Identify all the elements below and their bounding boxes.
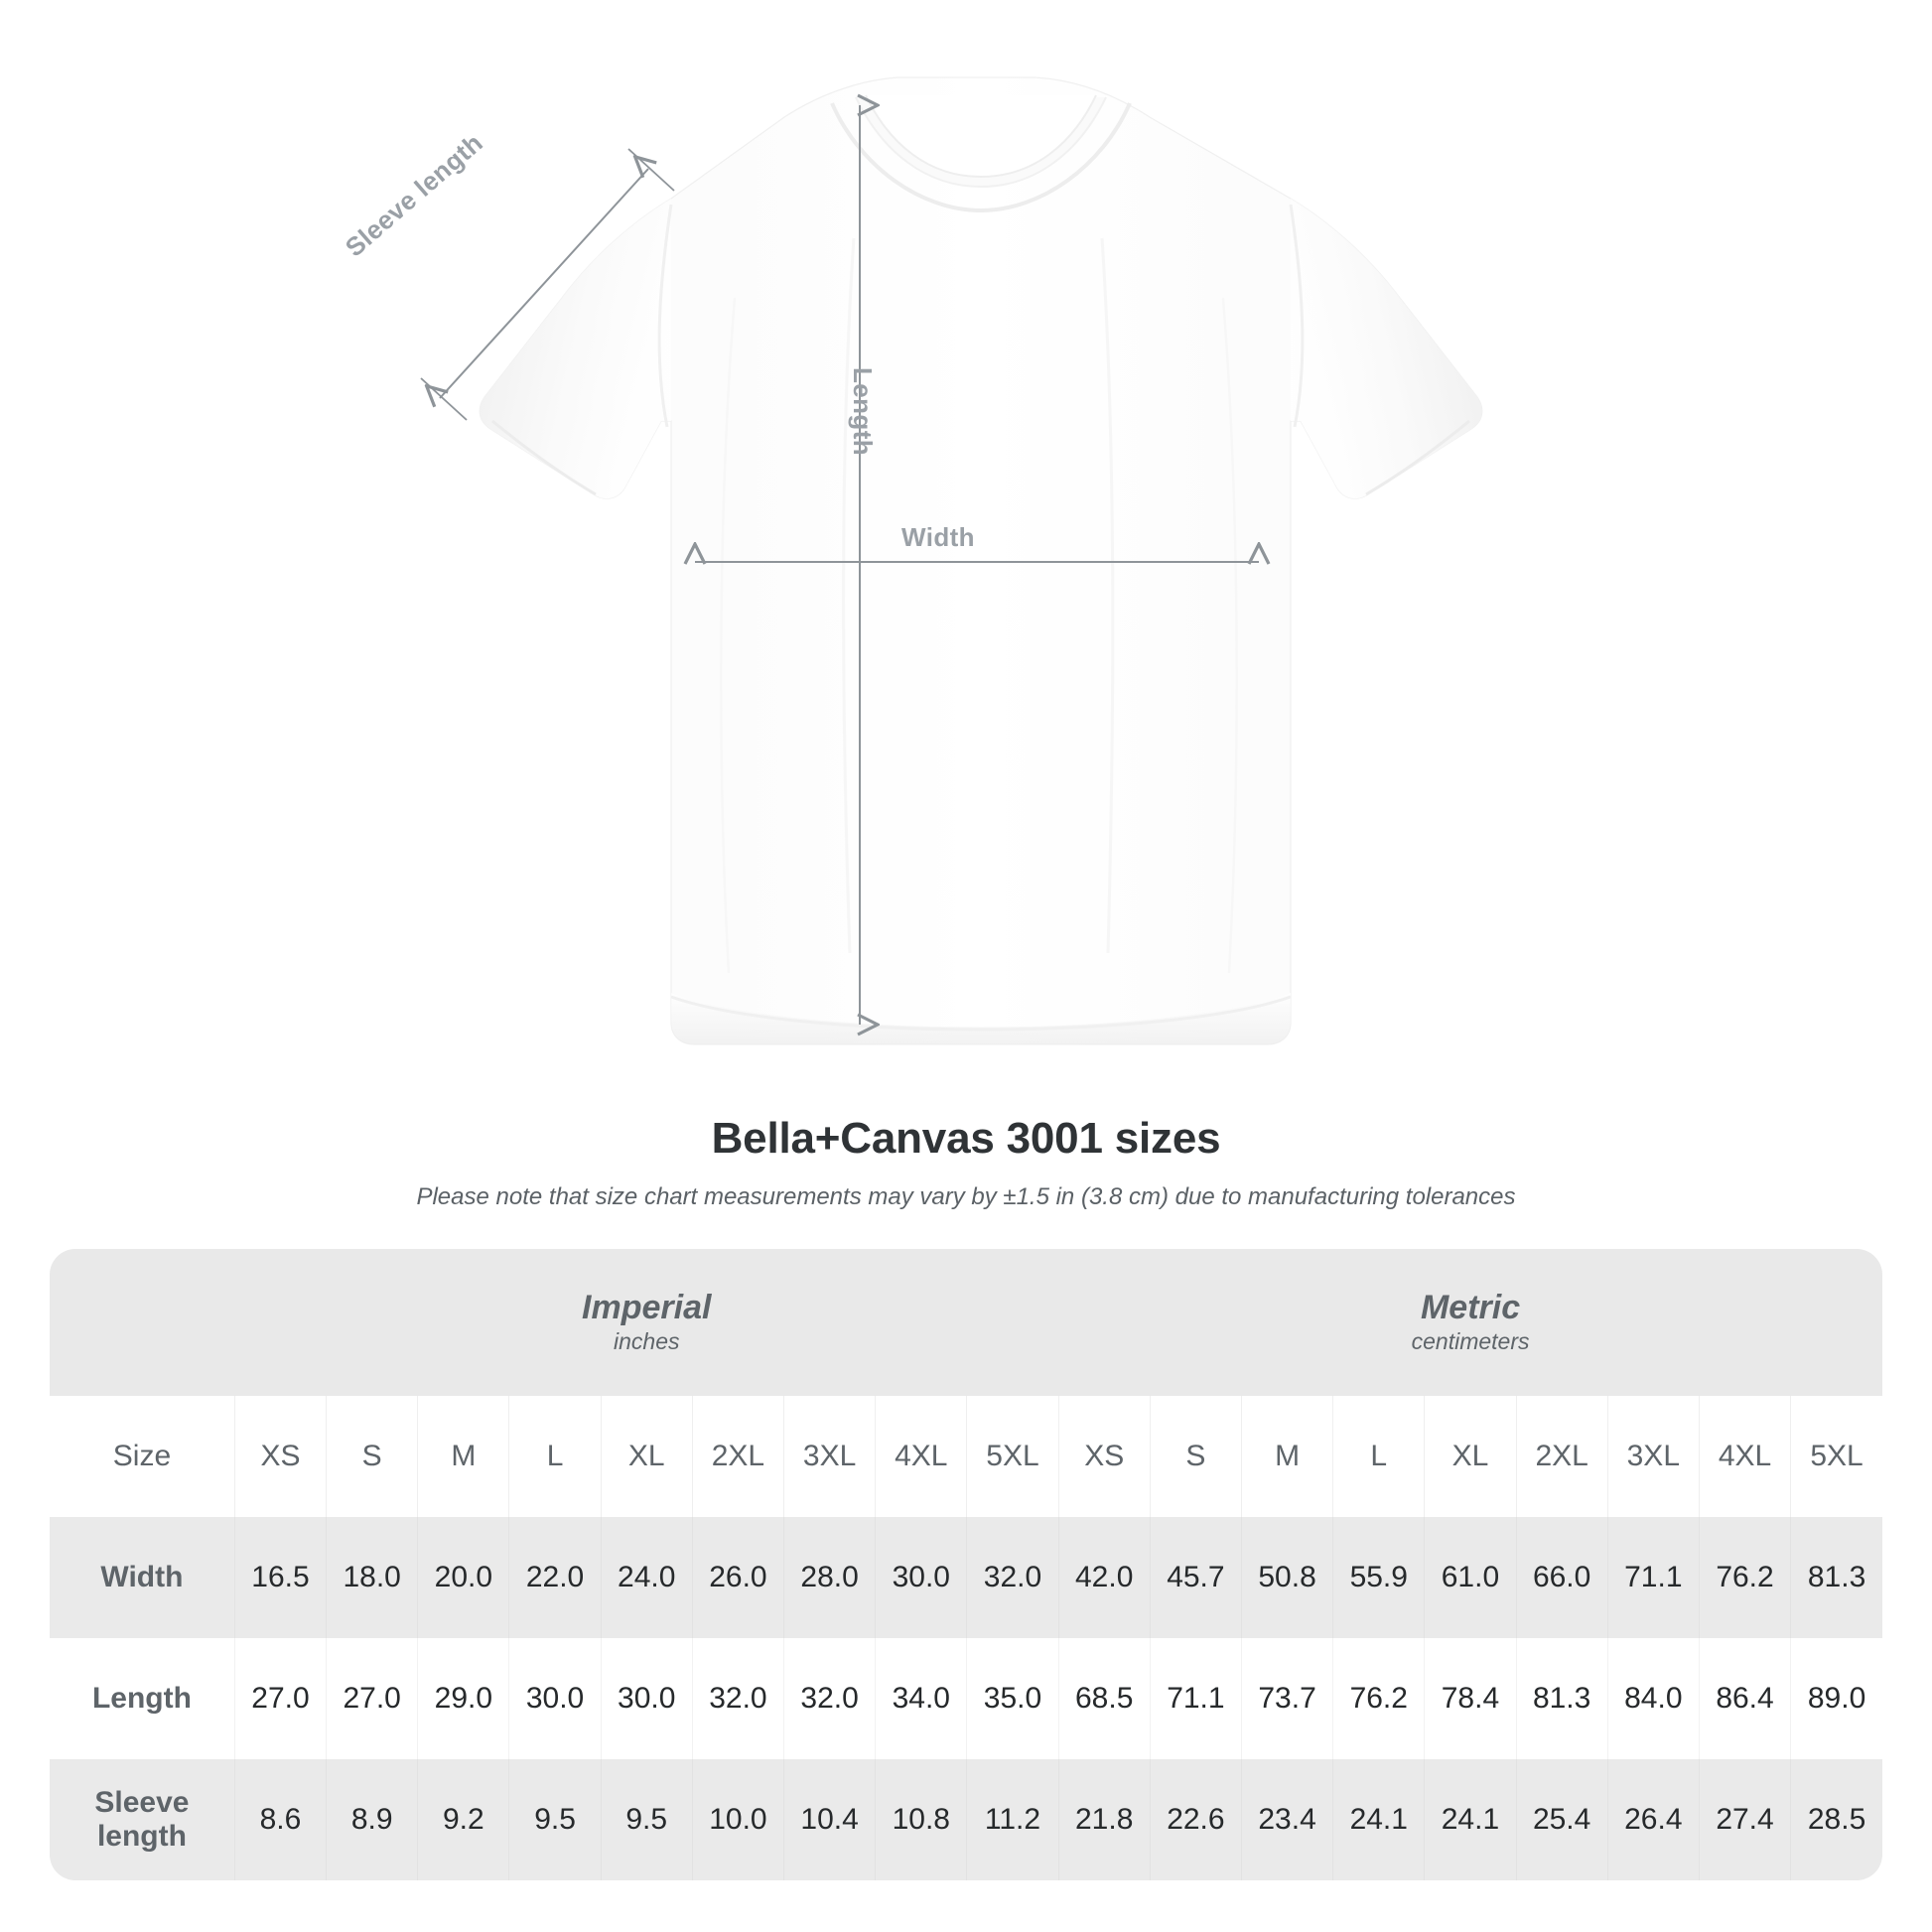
row-label: Width (50, 1517, 235, 1638)
sleeve-measure-arrow (420, 148, 675, 421)
size-column-header: 4XL (1698, 1396, 1791, 1517)
table-cell: 30.0 (508, 1638, 602, 1759)
table-cell: 35.0 (966, 1638, 1059, 1759)
title-block: Bella+Canvas 3001 sizes Please note that… (0, 1114, 1932, 1211)
length-label: Length (848, 367, 878, 457)
unit-name: Metric (1420, 1289, 1521, 1326)
row-label: Sleeve length (50, 1759, 235, 1880)
size-column-header: XL (1424, 1396, 1517, 1517)
table-row: Sleeve length 8.6 8.9 9.2 9.5 9.5 10.0 10.4 10.8… (50, 1759, 1882, 1880)
size-column-header: L (508, 1396, 602, 1517)
row-label: Length (50, 1638, 235, 1759)
table-cell: 76.2 (1698, 1517, 1791, 1638)
table-cell: 32.0 (966, 1517, 1059, 1638)
table-cell: 27.0 (233, 1638, 327, 1759)
size-column-header: 3XL (1606, 1396, 1700, 1517)
table-cell: 20.0 (417, 1517, 509, 1638)
size-column-header: L (1332, 1396, 1425, 1517)
table-cell: 24.0 (600, 1517, 693, 1638)
table-cell: 42.0 (1057, 1517, 1151, 1638)
table-cell: 22.6 (1149, 1759, 1242, 1880)
table-cell: 50.8 (1240, 1517, 1333, 1638)
table-cell: 8.9 (326, 1759, 418, 1880)
size-column-header: 5XL (966, 1396, 1059, 1517)
size-column-header: M (1240, 1396, 1333, 1517)
width-label: Width (901, 522, 975, 552)
size-column-header: S (326, 1396, 418, 1517)
table-cell: 8.6 (233, 1759, 327, 1880)
table-cell: 71.1 (1149, 1638, 1242, 1759)
unit-subtitle: centimeters (1411, 1328, 1530, 1355)
size-column-header: XS (1057, 1396, 1151, 1517)
size-column-header: 5XL (1790, 1396, 1882, 1517)
table-cell: 86.4 (1698, 1638, 1791, 1759)
table-cell: 26.4 (1606, 1759, 1700, 1880)
tolerance-note: Please note that size chart measurements… (416, 1183, 1516, 1210)
table-cell: 9.5 (600, 1759, 693, 1880)
size-column-header: S (1149, 1396, 1242, 1517)
size-column-header: 2XL (1515, 1396, 1608, 1517)
unit-corner-cell (50, 1249, 235, 1396)
unit-name: Imperial (582, 1289, 712, 1326)
table-cell: 16.5 (233, 1517, 327, 1638)
table-cell: 18.0 (326, 1517, 418, 1638)
table-cell: 27.0 (326, 1638, 418, 1759)
table-cell: 22.0 (508, 1517, 602, 1638)
table-cell: 76.2 (1332, 1638, 1425, 1759)
unit-subtitle: inches (614, 1328, 680, 1355)
size-chart-table: Imperial inches Metric centimeters Size XS S… (50, 1249, 1882, 1880)
table-cell: 55.9 (1332, 1517, 1425, 1638)
table-cell: 32.0 (783, 1638, 876, 1759)
table-cell: 61.0 (1424, 1517, 1517, 1638)
table-cell: 34.0 (875, 1638, 967, 1759)
table-cell: 21.8 (1057, 1759, 1151, 1880)
size-header-label: Size (50, 1396, 235, 1517)
table-cell: 9.5 (508, 1759, 602, 1880)
table-cell: 11.2 (966, 1759, 1059, 1880)
table-cell: 28.5 (1790, 1759, 1882, 1880)
table-cell: 9.2 (417, 1759, 509, 1880)
size-column-header: 2XL (691, 1396, 784, 1517)
unit-header-metric: Metric centimeters (1058, 1249, 1882, 1396)
table-cell: 10.8 (875, 1759, 967, 1880)
table-cell: 30.0 (600, 1638, 693, 1759)
size-column-header: XL (600, 1396, 693, 1517)
size-header-row: Size XS S M L XL 2XL 3XL 4XL 5XL XS S M L XL 2XL 3XL 4XL… (50, 1396, 1882, 1517)
size-column-header: 3XL (783, 1396, 876, 1517)
table-cell: 45.7 (1149, 1517, 1242, 1638)
table-cell: 32.0 (691, 1638, 784, 1759)
table-row: Length 27.0 27.0 29.0 30.0 30.0 32.0 32.0 34.0 35… (50, 1638, 1882, 1759)
page-title: Bella+Canvas 3001 sizes (711, 1114, 1221, 1163)
table-cell: 71.1 (1606, 1517, 1700, 1638)
table-cell: 73.7 (1240, 1638, 1333, 1759)
table-row: Width 16.5 18.0 20.0 22.0 24.0 26.0 28.0 30.0 32.… (50, 1517, 1882, 1638)
table-cell: 27.4 (1698, 1759, 1791, 1880)
table-cell: 81.3 (1790, 1517, 1882, 1638)
table-cell: 66.0 (1515, 1517, 1608, 1638)
size-chart-table-wrapper: Imperial inches Metric centimeters Size XS S… (50, 1249, 1882, 1880)
table-cell: 81.3 (1515, 1638, 1608, 1759)
table-cell: 25.4 (1515, 1759, 1608, 1880)
size-column-header: M (417, 1396, 509, 1517)
tshirt-illustration (420, 76, 1483, 1045)
tshirt-diagram: Sleeve length Length Width (339, 76, 1483, 1045)
table-cell: 28.0 (783, 1517, 876, 1638)
table-cell: 26.0 (691, 1517, 784, 1638)
table-cell: 10.0 (691, 1759, 784, 1880)
table-cell: 29.0 (417, 1638, 509, 1759)
unit-header-row: Imperial inches Metric centimeters (50, 1249, 1882, 1396)
table-cell: 30.0 (875, 1517, 967, 1638)
table-cell: 84.0 (1606, 1638, 1700, 1759)
size-column-header: XS (233, 1396, 327, 1517)
table-cell: 24.1 (1424, 1759, 1517, 1880)
table-cell: 89.0 (1790, 1638, 1882, 1759)
table-cell: 24.1 (1332, 1759, 1425, 1880)
table-cell: 10.4 (783, 1759, 876, 1880)
table-cell: 68.5 (1057, 1638, 1151, 1759)
size-column-header: 4XL (875, 1396, 967, 1517)
table-cell: 78.4 (1424, 1638, 1517, 1759)
unit-header-imperial: Imperial inches (234, 1249, 1059, 1396)
table-cell: 23.4 (1240, 1759, 1333, 1880)
